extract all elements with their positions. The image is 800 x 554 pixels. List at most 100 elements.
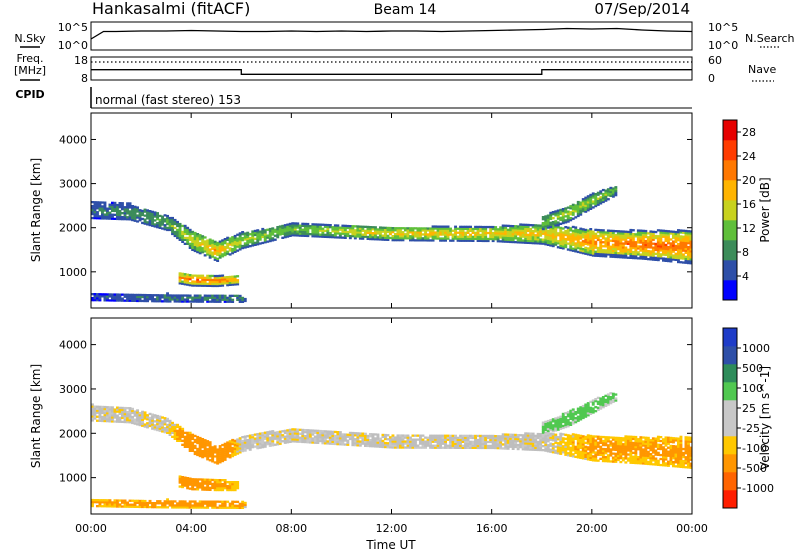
velocity-cell bbox=[441, 436, 445, 439]
velocity-cell bbox=[549, 432, 553, 435]
power-cell bbox=[161, 294, 164, 297]
velocity-cell bbox=[629, 437, 633, 440]
velocity-cell bbox=[541, 439, 545, 442]
power-cell bbox=[306, 224, 310, 228]
power-cell bbox=[621, 242, 625, 245]
power-cell bbox=[561, 231, 565, 234]
power-cell bbox=[654, 246, 658, 250]
power-cell bbox=[111, 217, 114, 220]
power-cell bbox=[128, 202, 132, 205]
power-cell bbox=[343, 228, 347, 231]
power-cell bbox=[231, 252, 235, 255]
power-cell bbox=[153, 294, 157, 297]
power-cell bbox=[586, 203, 590, 206]
velocity-cell bbox=[481, 444, 485, 448]
velocity-cell bbox=[449, 446, 452, 449]
power-cell bbox=[191, 248, 195, 251]
power-cell bbox=[171, 228, 174, 232]
velocity-cell bbox=[208, 482, 212, 485]
power-cell bbox=[682, 249, 685, 252]
power-cell bbox=[316, 223, 320, 226]
power-cell bbox=[351, 227, 355, 230]
velocity-cell bbox=[313, 435, 317, 438]
velocity-cell bbox=[136, 413, 139, 416]
velocity-cell bbox=[651, 437, 655, 440]
velocity-cell bbox=[386, 444, 390, 447]
power-cell bbox=[624, 254, 628, 257]
velocity-cell bbox=[554, 425, 558, 428]
velocity-cell bbox=[148, 416, 152, 420]
velocity-cell bbox=[256, 447, 260, 450]
velocity-cell bbox=[586, 436, 590, 439]
velocity-cell bbox=[687, 458, 690, 461]
power-cell bbox=[221, 278, 225, 281]
power-cell bbox=[278, 233, 282, 236]
power-cell bbox=[236, 298, 240, 301]
velocity-cell bbox=[404, 434, 407, 437]
power-cell bbox=[186, 226, 190, 230]
velocity-cell bbox=[113, 412, 117, 415]
power-cell bbox=[181, 276, 184, 279]
power-cell bbox=[569, 219, 573, 222]
power-cell bbox=[206, 296, 210, 299]
power-cell bbox=[288, 228, 292, 232]
noise-left-tick-top: 10^5 bbox=[58, 21, 88, 34]
power-cell bbox=[141, 209, 144, 213]
power-cell bbox=[571, 249, 575, 252]
power-cell bbox=[631, 256, 635, 260]
power-cell bbox=[103, 209, 107, 212]
velocity-cell bbox=[546, 450, 550, 453]
power-cell bbox=[151, 214, 154, 217]
velocity-cell bbox=[489, 446, 493, 450]
power-cell bbox=[178, 234, 182, 238]
power-cell bbox=[223, 247, 227, 251]
velocity-cell bbox=[231, 452, 235, 456]
velocity-cell bbox=[561, 449, 565, 452]
power-cell bbox=[156, 224, 159, 227]
power-cell bbox=[596, 199, 600, 202]
power-cell bbox=[286, 235, 290, 238]
velocity-cell bbox=[208, 443, 212, 446]
velocity-cell bbox=[629, 453, 633, 456]
velocity-cell bbox=[501, 447, 505, 450]
power-cell bbox=[326, 231, 330, 235]
velocity-cell bbox=[263, 443, 267, 446]
power-cell bbox=[379, 238, 382, 241]
velocity-cell bbox=[201, 456, 205, 459]
power-cell bbox=[218, 256, 222, 259]
power-cell bbox=[98, 293, 102, 296]
power-cell bbox=[181, 236, 185, 240]
power-cell bbox=[196, 282, 200, 285]
power-cell bbox=[121, 212, 124, 215]
velocity-cell bbox=[687, 436, 690, 439]
velocity-cell bbox=[546, 423, 550, 427]
velocity-cell bbox=[191, 500, 195, 503]
velocity-cell bbox=[183, 435, 187, 438]
velocity-cell bbox=[531, 438, 535, 441]
power-cell bbox=[136, 216, 139, 219]
velocity-cell bbox=[544, 435, 548, 438]
velocity-cell bbox=[687, 440, 690, 443]
power-cell bbox=[534, 226, 538, 229]
power-cell bbox=[258, 234, 262, 237]
velocity-cell bbox=[459, 446, 462, 449]
power-cell bbox=[656, 247, 660, 250]
velocity-cell bbox=[206, 454, 210, 457]
power-cell bbox=[521, 231, 525, 234]
power-cell bbox=[682, 241, 685, 244]
velocity-cell bbox=[634, 455, 638, 459]
power-cell bbox=[151, 218, 154, 221]
velocity-cell bbox=[609, 396, 613, 399]
velocity-cell bbox=[371, 441, 375, 444]
velocity-cell bbox=[101, 411, 104, 415]
velocity-cell bbox=[201, 506, 205, 509]
velocity-cell bbox=[431, 438, 435, 441]
velocity-cell bbox=[579, 452, 583, 455]
power-cell bbox=[236, 275, 240, 278]
velocity-cell bbox=[536, 448, 540, 452]
power-cell bbox=[564, 241, 568, 245]
velocity-cell bbox=[126, 415, 129, 418]
power-cell bbox=[108, 293, 112, 296]
velocity-cell bbox=[399, 438, 402, 441]
power-cell bbox=[271, 237, 275, 240]
